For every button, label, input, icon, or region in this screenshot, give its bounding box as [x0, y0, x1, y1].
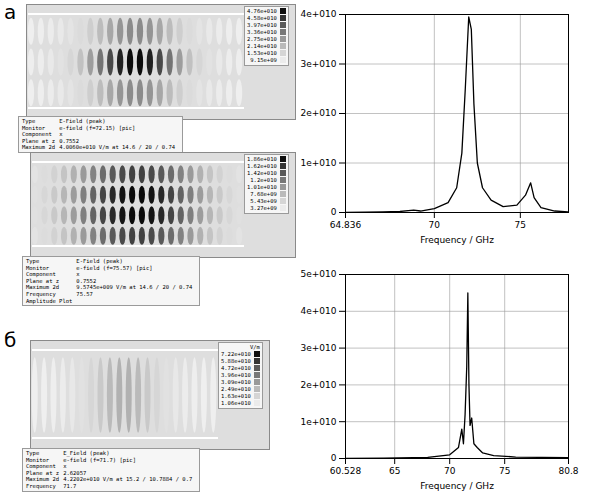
svg-text:80.8: 80.8	[558, 466, 578, 476]
html-text:1.01e+010: 1.01e+010	[247, 184, 277, 190]
svg-text:4e+010: 4e+010	[301, 9, 337, 19]
html-text:2.14e+010: 2.14e+010	[247, 43, 277, 49]
html-text:3.97e+010: 3.97e+010	[247, 22, 277, 28]
svg-text:75: 75	[515, 220, 526, 230]
html-text:Frequency: Frequency	[26, 291, 56, 297]
html-text:Monitor: Monitor	[22, 124, 46, 131]
html-text:e-field (f=72.15) [pic]: e-field (f=72.15) [pic]	[59, 124, 136, 131]
svg-text:65: 65	[389, 466, 400, 476]
html-text:3.27e+09: 3.27e+09	[250, 205, 277, 211]
svg-text:70: 70	[444, 466, 456, 476]
html-text:1.53e+010: 1.53e+010	[247, 50, 277, 56]
svg-text:4e+010: 4e+010	[301, 306, 337, 316]
html-text:9.15e+09: 9.15e+09	[250, 57, 277, 63]
html-text:Plane at z: Plane at z	[26, 277, 60, 284]
html-text:3.96e+010: 3.96e+010	[221, 372, 251, 378]
html-text:4.2202e+010 V/m at 15.2 / 10.7: 4.2202e+010 V/m at 15.2 / 10.7884 / 0.7	[63, 476, 193, 483]
html-text:а: а	[4, 0, 17, 24]
html-text:E-Field (peak): E-Field (peak)	[59, 118, 106, 124]
html-text:1.62e+010: 1.62e+010	[247, 163, 277, 169]
svg-text:0: 0	[331, 453, 337, 463]
html-text:Maximum 2d: Maximum 2d	[26, 284, 60, 291]
html-text:0.7552: 0.7552	[59, 137, 79, 144]
html-text:2.75e+010: 2.75e+010	[247, 36, 277, 42]
html-text:4.58e+010: 4.58e+010	[247, 15, 277, 21]
html-text:1.2e+010: 1.2e+010	[250, 177, 277, 183]
html-text:1.42e+010: 1.42e+010	[247, 170, 277, 176]
svg-text:0: 0	[331, 207, 337, 217]
html-text:4.72e+010: 4.72e+010	[221, 365, 251, 371]
html-text:Monitor: Monitor	[26, 456, 50, 463]
html-text:0.7552: 0.7552	[76, 277, 97, 284]
svg-text:1e+010: 1e+010	[301, 417, 337, 427]
svg-text:Frequency / GHz: Frequency / GHz	[420, 481, 494, 491]
html-text:E-Field (peak): E-Field (peak)	[76, 258, 123, 264]
html-text:7.22e+010: 7.22e+010	[221, 351, 251, 357]
html-text:x: x	[63, 463, 67, 470]
html-text:2.62057: 2.62057	[63, 469, 87, 476]
html-text:x: x	[76, 271, 80, 278]
html-text:Component: Component	[26, 271, 56, 278]
svg-text:64.836: 64.836	[330, 220, 362, 230]
html-text:1.86e+010: 1.86e+010	[247, 156, 277, 162]
html-text:e-field (f=71.7) [pic]: e-field (f=71.7) [pic]	[63, 456, 136, 463]
html-text:Type: Type	[26, 258, 40, 264]
html-text:71.7: 71.7	[63, 483, 77, 489]
html-text:Type: Type	[26, 450, 40, 456]
html-text:Monitor: Monitor	[26, 264, 50, 271]
html-text:Component: Component	[26, 463, 56, 470]
html-text:Plane at z: Plane at z	[26, 469, 60, 476]
svg-text:2e+010: 2e+010	[301, 380, 337, 390]
svg-text:75: 75	[499, 466, 510, 476]
html-text:Plane at z: Plane at z	[22, 137, 56, 144]
html-text:Maximum 2d: Maximum 2d	[22, 144, 56, 151]
html-text:2.49e+010: 2.49e+010	[221, 386, 251, 392]
html-text:e-field (f=75.57) [pic]: e-field (f=75.57) [pic]	[76, 264, 153, 271]
html-text:5.43e+09: 5.43e+09	[250, 198, 277, 204]
html-text:7.68e+09: 7.68e+09	[250, 191, 277, 197]
svg-text:60.528: 60.528	[330, 466, 362, 476]
svg-text:70: 70	[429, 220, 441, 230]
html-text:б: б	[4, 328, 17, 352]
svg-text:1e+010: 1e+010	[301, 158, 337, 168]
html-text:Maximum 2d: Maximum 2d	[26, 476, 60, 483]
html-text:Type: Type	[22, 118, 36, 124]
html-text:Amplitude Plot: Amplitude Plot	[26, 297, 73, 304]
html-text:3.09e+010: 3.09e+010	[221, 379, 251, 385]
svg-text:3e+010: 3e+010	[301, 59, 337, 69]
html-text:Component: Component	[22, 131, 52, 138]
svg-text:3e+010: 3e+010	[301, 343, 337, 353]
html-text:Frequency: Frequency	[26, 483, 56, 489]
html-text:x: x	[59, 131, 63, 138]
html-text:1.06e+010: 1.06e+010	[221, 400, 251, 406]
html-text:5.88e+010: 5.88e+010	[221, 358, 251, 364]
html-text:3.36e+010: 3.36e+010	[247, 29, 277, 35]
html-text:9.5745e+009 V/m at 14.6 / 20 /: 9.5745e+009 V/m at 14.6 / 20 / 0.74	[76, 284, 193, 291]
html-text:E_Field (peak): E_Field (peak)	[63, 450, 110, 456]
svg-text:Frequency / GHz: Frequency / GHz	[420, 235, 494, 245]
html-text:4.76e+010: 4.76e+010	[247, 8, 277, 14]
html-text:1.63e+010: 1.63e+010	[221, 393, 251, 399]
svg-text:2e+010: 2e+010	[301, 108, 337, 118]
svg-text:5e+010: 5e+010	[301, 269, 337, 279]
html-text:V/m: V/m	[249, 344, 260, 350]
html-text:4.0060e+010 V/m at 14.6 / 20 /: 4.0060e+010 V/m at 14.6 / 20 / 0.74	[59, 144, 175, 151]
html-text:75.57: 75.57	[76, 291, 93, 297]
